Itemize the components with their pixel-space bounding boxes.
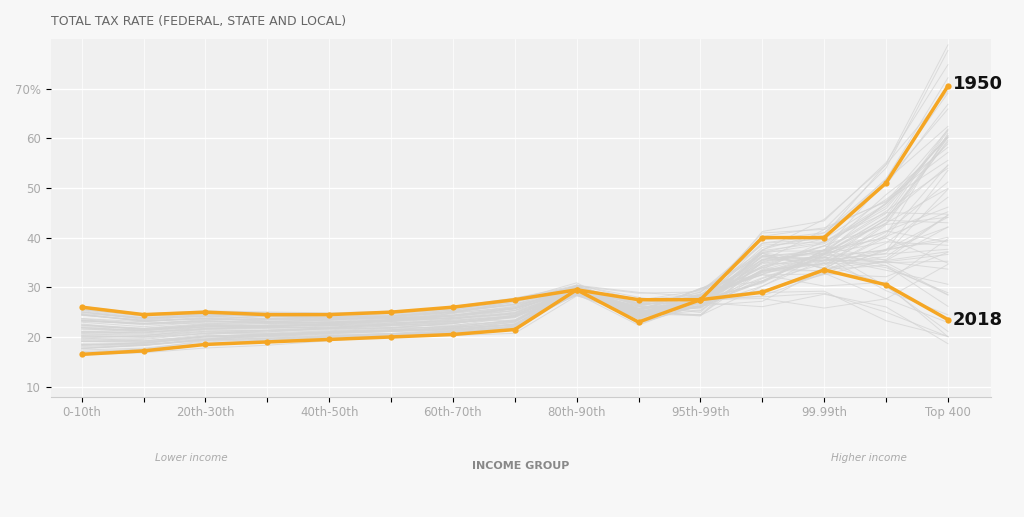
Text: 2018: 2018 <box>953 311 1002 329</box>
Text: Lower income: Lower income <box>156 453 228 463</box>
Text: 1950: 1950 <box>953 74 1002 93</box>
X-axis label: INCOME GROUP: INCOME GROUP <box>472 461 569 471</box>
Text: TOTAL TAX RATE (FEDERAL, STATE AND LOCAL): TOTAL TAX RATE (FEDERAL, STATE AND LOCAL… <box>51 15 346 28</box>
Text: Higher income: Higher income <box>831 453 907 463</box>
